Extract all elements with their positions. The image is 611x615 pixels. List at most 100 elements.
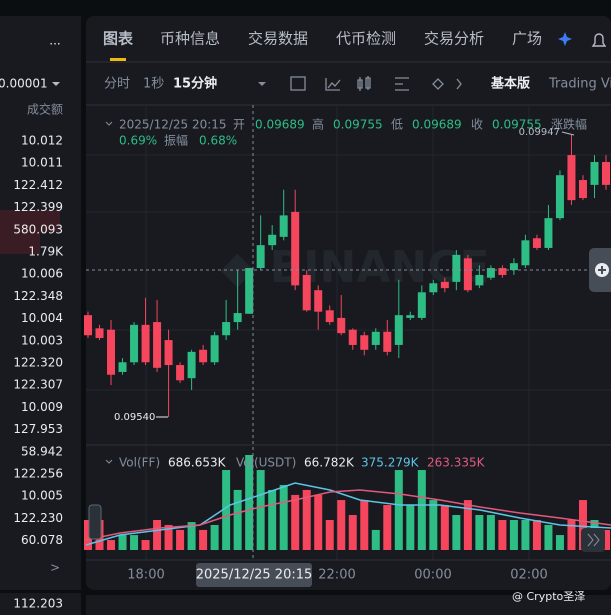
candles [84, 135, 610, 417]
volume-bar [141, 540, 150, 550]
turnover-value: 58.942 [21, 444, 63, 458]
tab[interactable]: 交易数据 [248, 30, 308, 48]
volume-bar [371, 529, 380, 550]
volume-bar [463, 500, 472, 550]
vol-value: 686.653K [168, 456, 227, 470]
candle-body [291, 211, 300, 286]
more[interactable]: > [50, 561, 60, 575]
vol-ma1: 375.279K [361, 456, 420, 470]
tab[interactable]: 交易分析 [424, 30, 484, 48]
candle-body [279, 215, 288, 237]
tool-icon[interactable] [432, 78, 462, 90]
interval[interactable]: 15分钟 [173, 76, 217, 92]
candle-body [486, 268, 495, 278]
volume-bar [268, 489, 277, 550]
info-open: 0.09689 [255, 118, 305, 132]
candle-body [84, 315, 92, 336]
bottom-strip [86, 595, 611, 615]
turnover-value: 10.012 [21, 134, 63, 148]
tool-icon[interactable] [357, 76, 371, 91]
candle-body [578, 180, 587, 199]
left-footer [0, 593, 81, 615]
interval[interactable]: 1秒 [143, 77, 164, 92]
volume-bar [452, 514, 461, 550]
volume-bar [279, 484, 288, 550]
volume-bar [555, 535, 564, 550]
time-label: 02:00 [510, 568, 547, 583]
candle-body [532, 238, 541, 248]
menu[interactable]: ... [49, 34, 60, 48]
precision[interactable]: 0.00001 [0, 77, 48, 91]
candle-body [348, 329, 357, 345]
info-toggle[interactable] [105, 121, 113, 126]
info-close: 0.09755 [492, 118, 542, 132]
candle-body [256, 245, 265, 269]
volume-bar [199, 529, 208, 550]
vol-toggle[interactable] [105, 459, 113, 464]
view[interactable]: Trading View [548, 77, 611, 92]
volume-bar [498, 519, 507, 550]
mode[interactable]: 基本版 [490, 76, 530, 92]
volume-bar [153, 519, 162, 550]
interval-caret[interactable] [258, 82, 266, 86]
info-change-label: 涨跌幅 [551, 117, 587, 132]
candle-body [383, 331, 392, 352]
info-amplitude: 0.68% [199, 134, 237, 148]
tool-icon[interactable] [395, 77, 409, 91]
candle-body [602, 162, 610, 185]
volume-bar [325, 519, 334, 550]
main-panel [86, 16, 611, 590]
tab[interactable]: 代币检测 [336, 30, 396, 48]
candle-body [302, 274, 311, 311]
volume-bar [602, 529, 610, 550]
volume-bar [118, 535, 127, 550]
candle-body [544, 218, 553, 248]
time-label: 00:00 [414, 568, 451, 583]
tab[interactable]: 广场 [512, 30, 542, 48]
turnover-value: 10.004 [21, 311, 63, 325]
candle-body [394, 315, 403, 345]
turnover-value: 10.009 [21, 400, 63, 414]
volume-bar [302, 489, 311, 550]
turnover-value: 122.348 [13, 289, 63, 303]
tab[interactable]: 图表 [103, 30, 134, 48]
interval[interactable]: 分时 [104, 77, 130, 92]
volume-bar [521, 519, 530, 550]
tool-icon[interactable] [325, 78, 341, 91]
turnover-value: 122.230 [13, 511, 63, 525]
turnover-value: 60.078 [21, 533, 63, 547]
volume-bar [544, 524, 553, 550]
tab[interactable]: 币种信息 [160, 30, 220, 48]
turnover-value: 580.093 [13, 222, 63, 236]
turnover-value: 122.399 [13, 200, 63, 214]
candle-body [268, 234, 277, 246]
candle-body [475, 274, 484, 286]
volume-bar [210, 524, 219, 550]
candle-body [118, 362, 127, 372]
candle-body [141, 324, 150, 363]
tab-icons [558, 32, 607, 47]
scroll-left[interactable] [88, 504, 102, 540]
time-highlight [196, 563, 312, 587]
volume-bar [383, 505, 392, 550]
candle-body [417, 292, 426, 318]
volume-bar [440, 505, 449, 550]
info-amplitude-label: 振幅 [164, 133, 188, 148]
candle-body [567, 155, 576, 201]
candle-body [337, 317, 346, 334]
tool-icon[interactable] [290, 76, 306, 91]
row-highlight [0, 210, 60, 232]
volume-bar [578, 500, 587, 550]
volume-bar [532, 519, 541, 550]
ai-icon[interactable] [558, 32, 572, 46]
turnover-value: 122.256 [13, 467, 63, 481]
bell-icon[interactable] [591, 33, 607, 47]
volume-bar [486, 514, 495, 550]
candle-body [371, 331, 380, 345]
volume-bar [567, 519, 576, 550]
candle-body [590, 162, 599, 185]
candle-body [360, 335, 369, 350]
volume-bar [406, 505, 415, 550]
candle-body [555, 175, 564, 219]
low-marker: 0.09540 [114, 412, 155, 423]
